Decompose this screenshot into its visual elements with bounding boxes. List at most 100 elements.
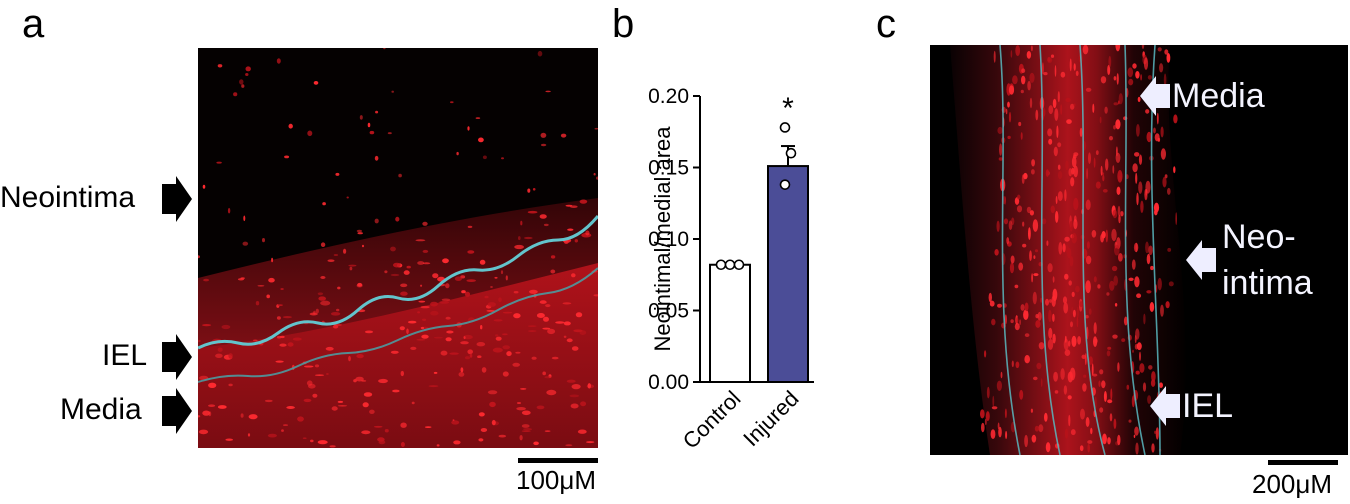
speckle: [364, 330, 374, 334]
speckle: [275, 360, 284, 363]
speckle: [1100, 76, 1107, 84]
speckle: [225, 438, 233, 441]
speckle: [1134, 276, 1140, 288]
speckle: [523, 428, 533, 431]
speckle: [523, 236, 533, 240]
speckle: [1046, 240, 1049, 246]
speckle: [383, 48, 386, 50]
speckle: [992, 395, 995, 407]
speckle: [198, 415, 201, 418]
speckle: [276, 58, 281, 64]
speckle: [433, 336, 443, 339]
speckle: [1132, 163, 1138, 173]
speckle: [991, 406, 998, 410]
speckle: [1034, 425, 1039, 432]
speckle: [575, 312, 583, 318]
speckle: [314, 374, 325, 377]
speckle: [1050, 205, 1055, 214]
speckle: [313, 81, 319, 85]
micrograph-a: [198, 48, 598, 448]
speckle: [1055, 210, 1059, 223]
speckle: [1029, 72, 1035, 83]
speckle: [1058, 242, 1063, 255]
speckle: [374, 155, 379, 161]
speckle: [1064, 349, 1071, 357]
speckle: [1159, 382, 1163, 389]
speckle: [400, 422, 407, 428]
speckle: [1004, 314, 1007, 325]
speckle: [1091, 230, 1097, 238]
speckle: [531, 356, 537, 360]
speckle: [415, 239, 426, 242]
speckle: [1033, 376, 1038, 381]
speckle: [362, 402, 369, 408]
speckle: [1031, 169, 1035, 175]
label-neointima: Neointima: [0, 181, 136, 214]
speckle: [1099, 369, 1104, 375]
speckle: [533, 441, 539, 446]
speckle: [1140, 200, 1144, 213]
label-neo-line1: Neo-: [1222, 218, 1296, 256]
speckle: [1121, 338, 1126, 342]
speckle: [257, 285, 265, 287]
speckle: [1054, 65, 1057, 77]
speckle: [560, 133, 567, 138]
speckle: [331, 406, 338, 411]
speckle: [1064, 273, 1069, 280]
speckle: [449, 352, 459, 355]
speckle: [1069, 256, 1074, 267]
speckle: [1100, 233, 1104, 243]
speckle: [463, 334, 473, 340]
speckle: [481, 367, 487, 373]
iel-line: [198, 215, 598, 350]
speckle: [1114, 244, 1120, 256]
speckle: [464, 291, 471, 297]
speckle: [1075, 285, 1080, 293]
speckle: [1032, 219, 1039, 232]
speckle: [349, 266, 353, 271]
speckle: [356, 284, 363, 288]
speckle: [445, 337, 452, 342]
speckle: [551, 356, 559, 360]
speckle: [1157, 137, 1161, 142]
speckle: [363, 392, 373, 397]
speckle: [1076, 306, 1079, 318]
speckle: [287, 342, 294, 347]
speckle: [577, 429, 587, 434]
speckle: [1018, 121, 1022, 127]
speckle: [395, 216, 400, 222]
speckle: [240, 277, 245, 280]
speckle: [1047, 263, 1053, 273]
speckle: [477, 355, 482, 359]
speckle: [1047, 128, 1053, 137]
speckle: [480, 428, 488, 432]
speckle: [348, 264, 357, 267]
speckle: [356, 229, 363, 233]
speckle: [264, 399, 273, 403]
speckle: [493, 319, 503, 322]
speckle: [571, 384, 581, 390]
speckle: [1165, 301, 1170, 309]
speckle: [1086, 168, 1088, 180]
speckle: [570, 403, 579, 409]
speckle: [318, 296, 326, 301]
speckle: [1079, 445, 1084, 452]
speckle: [536, 405, 545, 410]
speckle: [1040, 297, 1043, 303]
speckle: [1139, 363, 1145, 373]
speckle: [1137, 96, 1141, 103]
speckle: [428, 385, 439, 388]
speckle: [1149, 302, 1155, 312]
speckle: [1031, 273, 1033, 283]
speckle: [1173, 166, 1176, 174]
speckle: [1048, 327, 1053, 340]
speckle: [453, 440, 461, 445]
speckle: [580, 401, 587, 407]
speckle: [1118, 214, 1121, 224]
speckle: [281, 429, 284, 432]
speckle: [1074, 215, 1077, 222]
speckle: [1052, 98, 1057, 109]
speckle: [1053, 146, 1058, 157]
speckle: [1098, 380, 1101, 387]
speckle: [501, 157, 504, 160]
